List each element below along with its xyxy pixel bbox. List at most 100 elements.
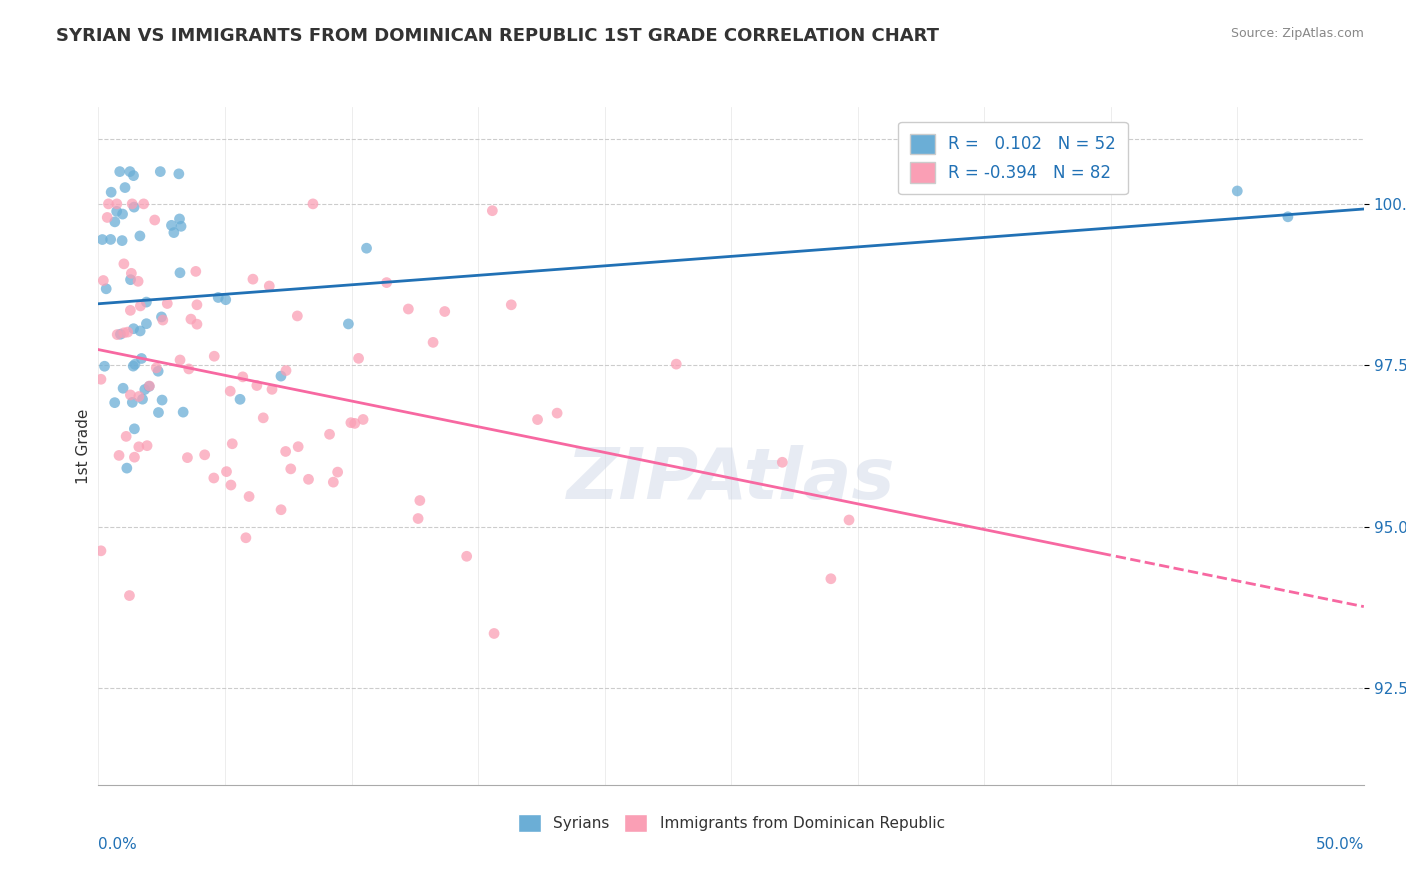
Point <box>326 465 349 479</box>
Point <box>96 282 118 296</box>
Point <box>128 390 150 404</box>
Point <box>120 388 142 402</box>
Point <box>219 384 242 399</box>
Point <box>482 626 505 640</box>
Point <box>170 219 193 234</box>
Point <box>121 395 143 409</box>
Point <box>456 549 478 564</box>
Point <box>115 429 138 443</box>
Point <box>90 544 112 558</box>
Point <box>112 257 135 271</box>
Point <box>120 303 142 318</box>
Point <box>122 359 145 373</box>
Point <box>337 317 360 331</box>
Point <box>274 444 297 458</box>
Point <box>104 395 127 409</box>
Point <box>235 531 257 545</box>
Point <box>422 335 444 350</box>
Point <box>132 197 155 211</box>
Point <box>433 304 456 318</box>
Point <box>138 379 160 393</box>
Point <box>169 211 191 226</box>
Text: 50.0%: 50.0% <box>1316 837 1364 852</box>
Point <box>297 472 319 486</box>
Point <box>163 226 186 240</box>
Point <box>375 276 398 290</box>
Point <box>129 299 152 313</box>
Point <box>105 327 128 342</box>
Point <box>150 310 173 324</box>
Point <box>112 381 135 395</box>
Point <box>1226 184 1249 198</box>
Point <box>229 392 252 407</box>
Point <box>270 369 292 384</box>
Point <box>287 440 309 454</box>
Point <box>120 273 142 287</box>
Point <box>186 298 208 312</box>
Point <box>97 197 120 211</box>
Point <box>180 312 202 326</box>
Point <box>169 266 191 280</box>
Point <box>149 164 172 178</box>
Point <box>232 369 254 384</box>
Point <box>665 357 688 371</box>
Point <box>110 327 132 342</box>
Point <box>134 383 156 397</box>
Point <box>124 450 146 465</box>
Point <box>100 185 122 199</box>
Point <box>318 427 340 442</box>
Point <box>176 450 198 465</box>
Point <box>122 322 145 336</box>
Point <box>105 204 128 219</box>
Point <box>219 478 242 492</box>
Point <box>347 351 370 366</box>
Point <box>285 309 308 323</box>
Point <box>93 359 115 374</box>
Point <box>221 436 243 450</box>
Point <box>406 511 429 525</box>
Point <box>108 449 131 463</box>
Text: ZIPAtlas: ZIPAtlas <box>567 445 896 515</box>
Point <box>124 422 146 436</box>
Point <box>172 405 194 419</box>
Point <box>252 410 274 425</box>
Point <box>118 589 141 603</box>
Point <box>820 572 842 586</box>
Point <box>242 272 264 286</box>
Point <box>131 351 153 366</box>
Point <box>120 266 142 280</box>
Text: Source: ZipAtlas.com: Source: ZipAtlas.com <box>1230 27 1364 40</box>
Point <box>501 298 523 312</box>
Point <box>340 416 363 430</box>
Point <box>202 471 225 485</box>
Point <box>322 475 344 490</box>
Point <box>138 379 160 393</box>
Point <box>118 164 141 178</box>
Point <box>169 353 191 368</box>
Point <box>122 200 145 214</box>
Point <box>129 324 152 338</box>
Point <box>128 440 150 454</box>
Point <box>215 465 238 479</box>
Point <box>409 493 432 508</box>
Text: 0.0%: 0.0% <box>98 837 138 852</box>
Point <box>167 167 190 181</box>
Point <box>135 295 157 310</box>
Point <box>143 213 166 227</box>
Point <box>207 291 229 305</box>
Point <box>131 392 153 407</box>
Point <box>838 513 860 527</box>
Point <box>115 461 138 475</box>
Point <box>546 406 568 420</box>
Point <box>114 180 136 194</box>
Point <box>90 372 112 386</box>
Point <box>302 197 325 211</box>
Point <box>184 264 207 278</box>
Point <box>202 349 225 363</box>
Point <box>124 357 146 371</box>
Point <box>215 293 238 307</box>
Point <box>129 229 152 244</box>
Point <box>112 326 135 340</box>
Point <box>396 301 419 316</box>
Point <box>156 296 179 310</box>
